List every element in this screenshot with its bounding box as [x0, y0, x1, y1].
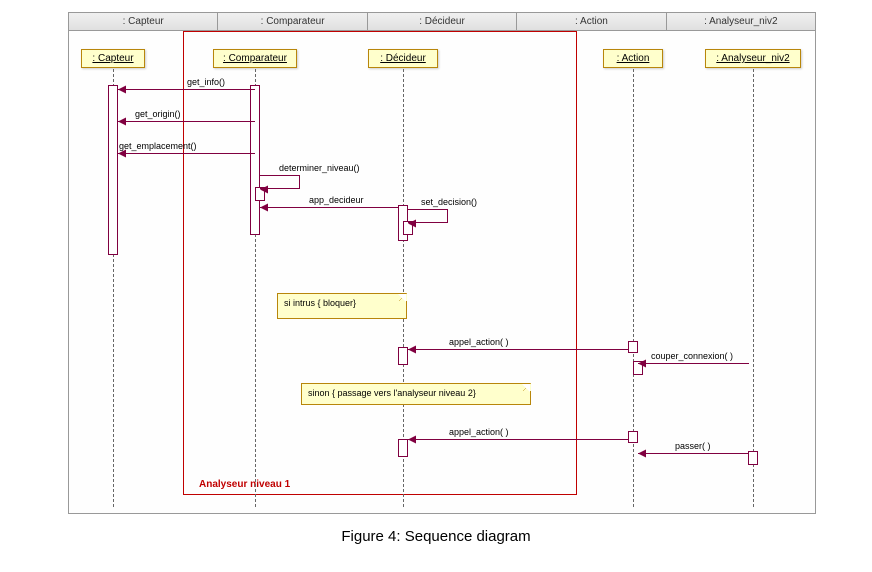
- message-label: appel_action( ): [449, 427, 509, 437]
- figure-caption: Figure 4: Sequence diagram: [0, 528, 872, 545]
- message-arrow: [638, 363, 749, 364]
- message-arrow: [408, 439, 629, 440]
- lifeline-box: : Analyseur_niv2: [705, 49, 801, 68]
- arrow-head-icon: [638, 360, 646, 368]
- lifeline-box: : Capteur: [81, 49, 145, 68]
- activation-bar: [628, 341, 638, 353]
- message-label: appel_action( ): [449, 337, 509, 347]
- message-label: passer( ): [675, 441, 711, 451]
- fragment-label: Analyseur niveau 1: [199, 479, 290, 490]
- sequence-diagram: : Capteur : Comparateur : Décideur : Act…: [68, 12, 816, 514]
- note: sinon { passage vers l'analyseur niveau …: [301, 383, 531, 405]
- interaction-fragment: [183, 31, 577, 495]
- message-label: determiner_niveau(): [279, 163, 360, 173]
- arrow-head-icon: [408, 220, 416, 228]
- header-cell: : Action: [517, 13, 666, 30]
- message-label: get_emplacement(): [119, 141, 197, 151]
- message-arrow: [638, 453, 749, 454]
- arrow-head-icon: [408, 346, 416, 354]
- lifeline-box: : Décideur: [368, 49, 438, 68]
- header-cell: : Analyseur_niv2: [667, 13, 815, 30]
- message-arrow: [408, 349, 629, 350]
- header-cell: : Décideur: [368, 13, 517, 30]
- arrow-head-icon: [408, 436, 416, 444]
- activation-bar: [748, 451, 758, 465]
- activation-bar: [108, 85, 118, 255]
- arrow-head-icon: [118, 86, 126, 94]
- header-cell: : Comparateur: [218, 13, 367, 30]
- lifeline-box: : Comparateur: [213, 49, 297, 68]
- message-label: app_decideur: [309, 195, 364, 205]
- message-arrow: [118, 121, 255, 122]
- message-label: get_origin(): [135, 109, 181, 119]
- arrow-head-icon: [118, 118, 126, 126]
- header-row: : Capteur : Comparateur : Décideur : Act…: [69, 13, 815, 31]
- activation-bar: [250, 85, 260, 235]
- message-label: couper_connexion( ): [651, 351, 733, 361]
- arrow-head-icon: [638, 450, 646, 458]
- activation-bar: [398, 347, 408, 365]
- activation-bar: [398, 439, 408, 457]
- message-arrow: [118, 153, 255, 154]
- header-cell: : Capteur: [69, 13, 218, 30]
- diagram-canvas: Analyseur niveau 1 : Capteur : Comparateur…: [69, 31, 815, 513]
- message-label: set_decision(): [421, 197, 477, 207]
- note: si intrus { bloquer}: [277, 293, 407, 319]
- lifeline-box: : Action: [603, 49, 663, 68]
- lifeline: [753, 69, 754, 507]
- activation-bar: [628, 431, 638, 443]
- message-arrow: [118, 89, 255, 90]
- arrow-head-icon: [260, 186, 268, 194]
- message-arrow: [260, 207, 399, 208]
- arrow-head-icon: [260, 204, 268, 212]
- message-label: get_info(): [187, 77, 225, 87]
